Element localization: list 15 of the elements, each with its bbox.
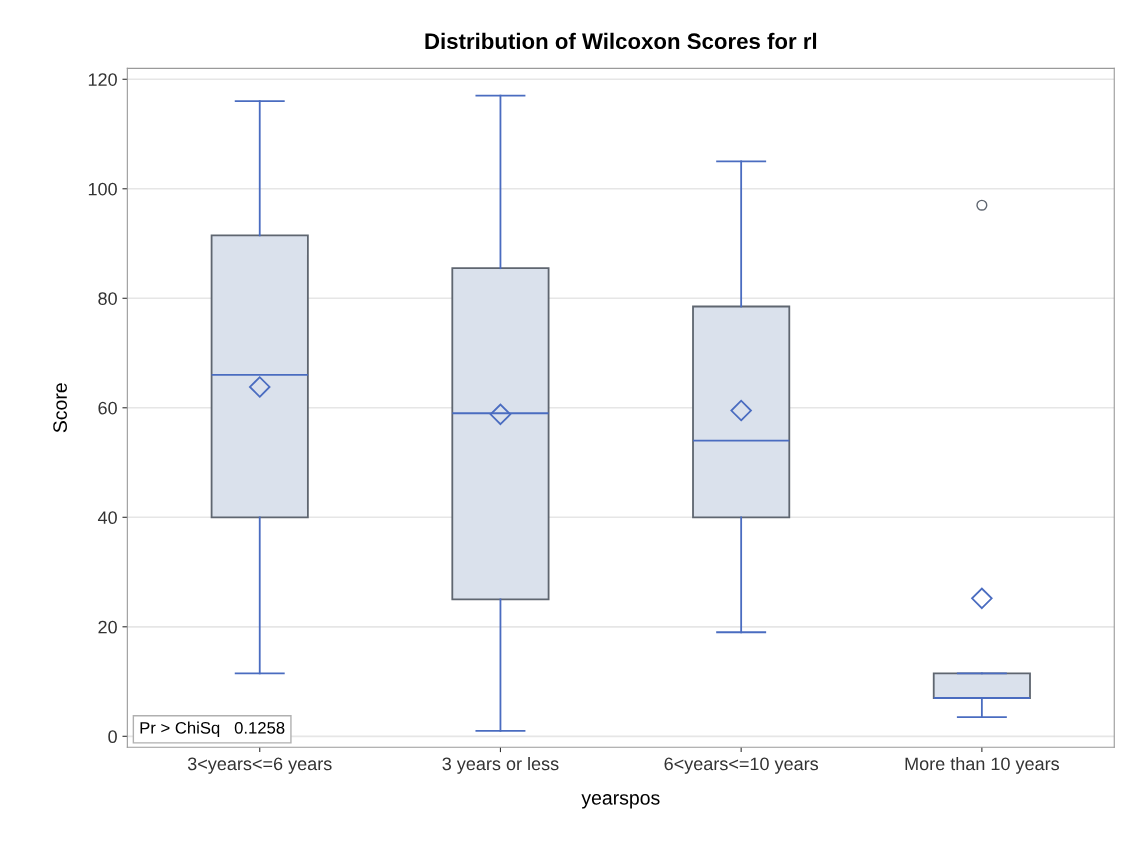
y-axis-title: Score — [53, 383, 67, 433]
y-tick-label: 0 — [108, 730, 117, 744]
y-tick-label: 100 — [88, 182, 117, 196]
x-tick-label: More than 10 years — [905, 756, 1059, 774]
y-tick-label: 120 — [88, 73, 117, 86]
x-tick-label: 3<years<=6 years — [187, 757, 332, 774]
y-tick-label: 60 — [98, 401, 117, 415]
y-tick-label: 20 — [98, 620, 117, 634]
annotation: Pr > ChiSq 0.1258 — [140, 721, 285, 738]
chart-title: Distribution of Wilcoxon Scores for rl — [425, 32, 817, 50]
x-tick-label: 6<years<=10 years — [664, 757, 819, 774]
x-tick-label: 3 years or less — [442, 756, 559, 774]
y-tick-label: 40 — [97, 511, 117, 525]
x-axis-title: yearspos — [581, 794, 660, 809]
y-tick-label: 80 — [98, 292, 117, 305]
